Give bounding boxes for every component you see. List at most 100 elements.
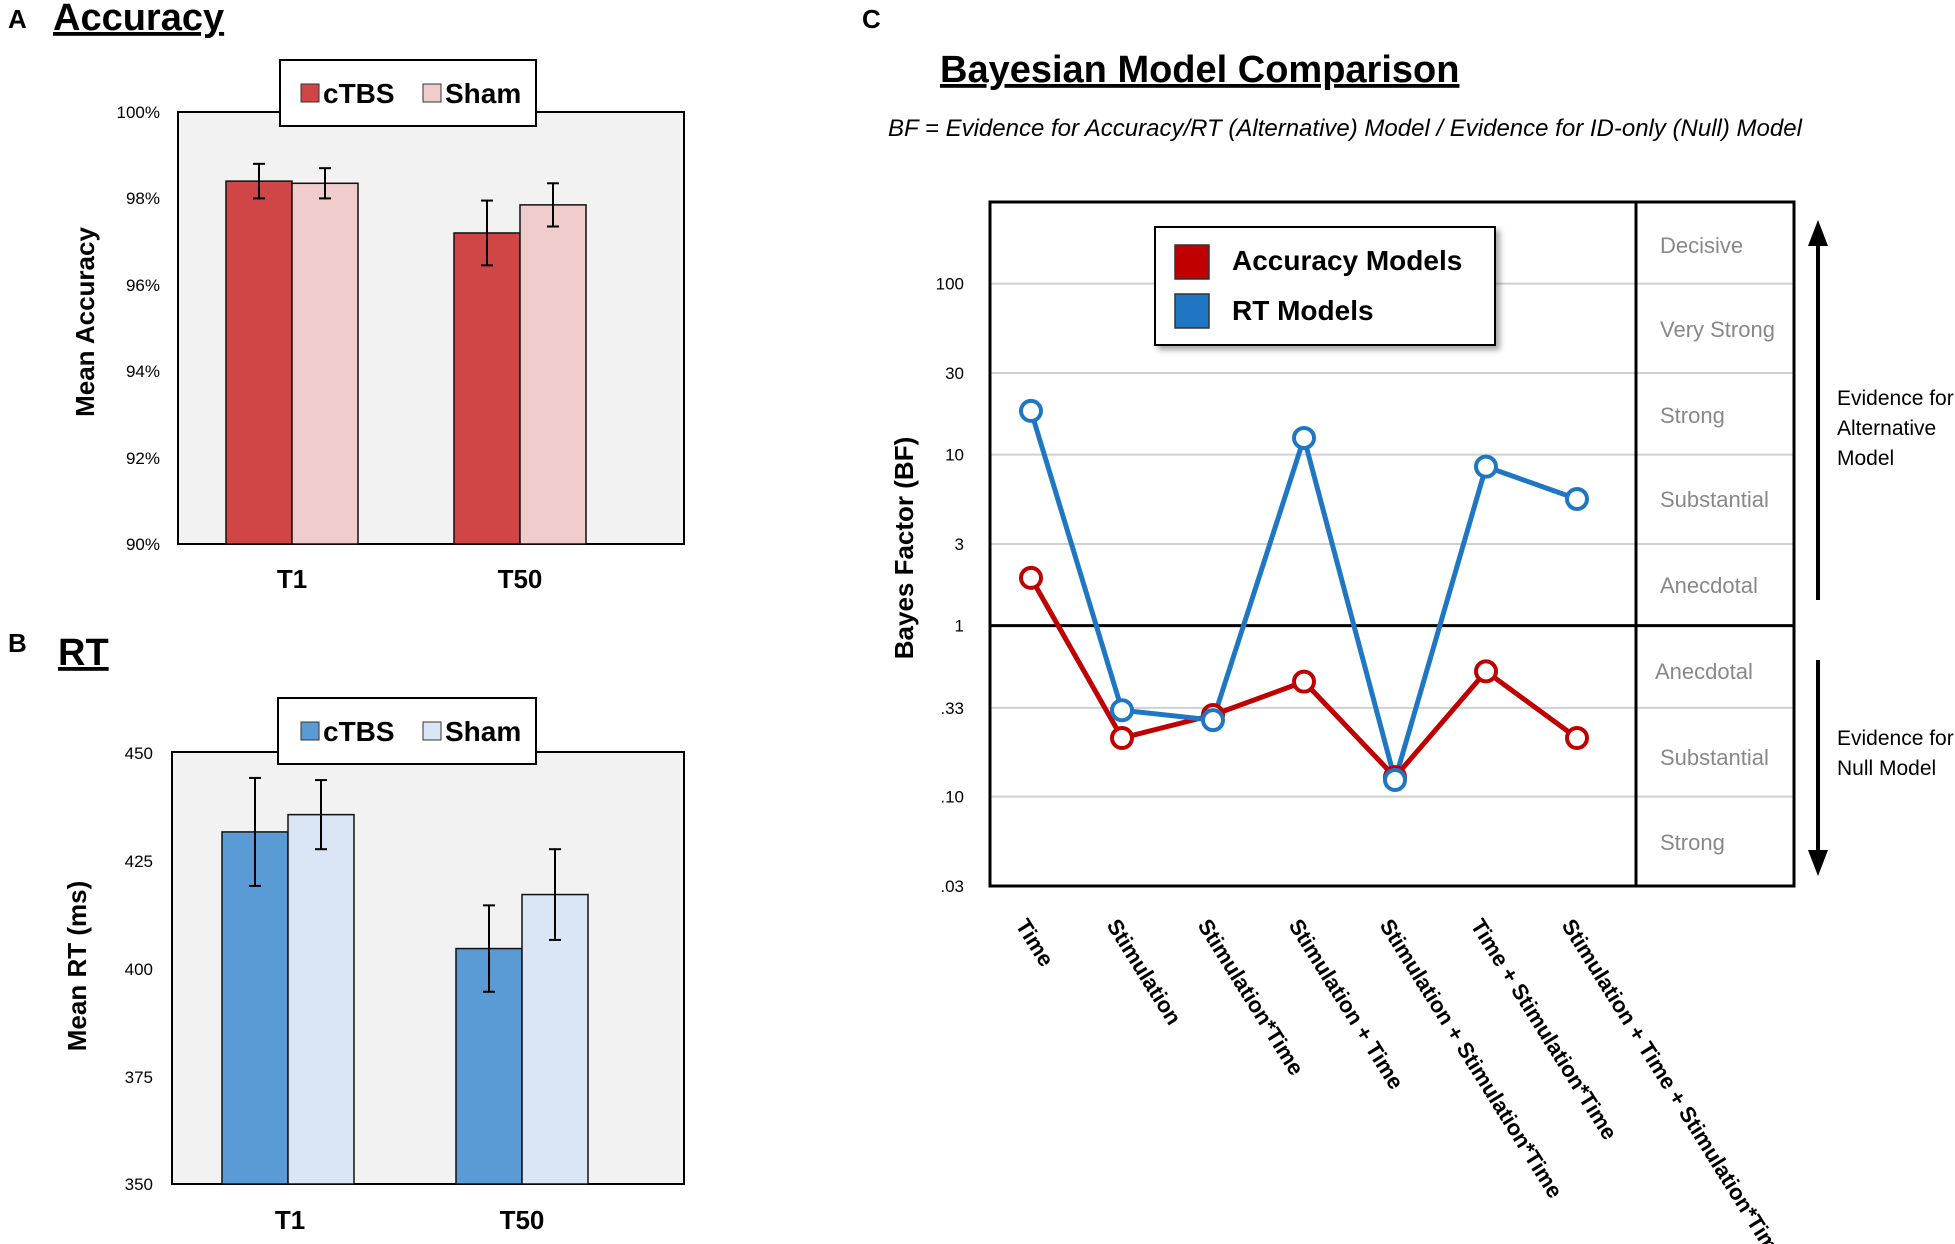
x-tick-label: T50 — [500, 1205, 545, 1235]
panel-b-y-axis-label: Mean RT (ms) — [62, 881, 92, 1051]
evidence-label: Substantial — [1660, 487, 1769, 512]
legend-swatch-ctbs — [300, 721, 320, 741]
y-tick: 1 — [955, 617, 964, 636]
panel-c-gridlines — [990, 282, 1794, 798]
y-tick: .33 — [940, 699, 964, 718]
y-tick: 10 — [945, 446, 964, 465]
data-point-rt — [1110, 698, 1134, 723]
panel-c-series — [1019, 398, 1589, 793]
legend-label-accuracy: Accuracy Models — [1232, 245, 1462, 276]
panel-a-title: Accuracy — [53, 0, 224, 39]
legend-box — [279, 59, 537, 127]
y-tick: 92% — [126, 449, 160, 468]
legend-box — [1154, 226, 1496, 346]
x-tick-label: Stimulation + Time + Stimulation*Time — [1557, 914, 1790, 1244]
evidence-label: Anecdotal — [1655, 659, 1753, 684]
legend-label-ctbs: cTBS — [323, 78, 395, 109]
legend-box — [277, 697, 537, 765]
y-tick: 90% — [126, 535, 160, 554]
x-tick-label: T1 — [277, 564, 307, 594]
side-note-alt: Alternative — [1837, 417, 1936, 440]
evidence-label: Very Strong — [1660, 317, 1775, 342]
panel-c-legend: Accuracy Models RT Models — [1154, 226, 1496, 346]
arrow-up-icon — [1808, 220, 1828, 246]
y-tick: .03 — [940, 877, 964, 896]
bar-sham-t1 — [287, 813, 355, 1185]
y-tick: 400 — [125, 960, 153, 979]
bar-ctbs-t1 — [225, 180, 293, 545]
data-point-rt — [1201, 708, 1225, 733]
panel-a-bars — [225, 162, 587, 545]
x-tick-label: Stimulation + Stimulation*Time — [1375, 914, 1568, 1202]
panel-b: B RT 450 425 400 375 350 Mean RT (ms) T1… — [8, 628, 685, 1235]
data-point-rt — [1383, 768, 1407, 793]
evidence-label: Strong — [1660, 830, 1725, 855]
evidence-arrows: Evidence for Alternative Model Evidence … — [1808, 220, 1954, 876]
x-tick-label: T1 — [275, 1205, 305, 1235]
data-point-rt — [1474, 454, 1498, 479]
legend-swatch-rt — [1174, 293, 1210, 329]
bar-sham-t50 — [519, 204, 587, 545]
y-tick: 100 — [936, 275, 964, 294]
y-tick: 98% — [126, 189, 160, 208]
data-point-accuracy — [1110, 726, 1134, 751]
x-tick-label: Time — [1011, 914, 1059, 970]
data-point-accuracy — [1565, 726, 1589, 751]
panel-b-legend: cTBS Sham — [277, 697, 537, 765]
data-point-rt — [1292, 426, 1316, 451]
legend-swatch-ctbs — [300, 83, 320, 103]
panel-b-bars — [221, 776, 589, 1185]
y-tick: .10 — [940, 788, 964, 807]
y-tick: 450 — [125, 744, 153, 763]
legend-swatch-sham — [422, 721, 442, 741]
x-tick-label: Stimulation — [1102, 914, 1187, 1029]
side-note-alt: Evidence for — [1837, 387, 1954, 410]
evidence-label: Decisive — [1660, 233, 1743, 258]
data-point-accuracy — [1474, 659, 1498, 684]
panel-c-letter: C — [862, 4, 881, 34]
legend-label-sham: Sham — [445, 78, 521, 109]
evidence-label: Substantial — [1660, 745, 1769, 770]
data-point-accuracy — [1019, 565, 1043, 590]
side-note-null: Null Model — [1837, 757, 1936, 780]
evidence-label: Strong — [1660, 403, 1725, 428]
legend-label-rt: RT Models — [1232, 295, 1374, 326]
evidence-label: Anecdotal — [1660, 573, 1758, 598]
panel-a-letter: A — [8, 4, 27, 34]
side-note-alt: Model — [1837, 447, 1894, 470]
data-point-rt — [1565, 486, 1589, 511]
panel-b-y-ticks: 450 425 400 375 350 — [125, 744, 153, 1194]
y-tick: 100% — [117, 103, 160, 122]
panel-c-y-axis-label: Bayes Factor (BF) — [889, 437, 919, 660]
panel-a-legend: cTBS Sham — [279, 59, 537, 127]
bar-sham-t1 — [291, 182, 359, 545]
panel-b-title: RT — [58, 632, 109, 674]
legend-label-ctbs: cTBS — [323, 716, 395, 747]
legend-swatch-accuracy — [1174, 244, 1210, 280]
panel-c-x-labels: Time Stimulation Stimulation*TimeStimulati… — [1011, 914, 1790, 1244]
panel-a-y-axis-label: Mean Accuracy — [70, 227, 100, 417]
y-tick: 350 — [125, 1175, 153, 1194]
panel-c-subtitle: BF = Evidence for Accuracy/RT (Alternati… — [888, 115, 1803, 142]
arrow-down-icon — [1808, 850, 1828, 876]
side-note-null: Evidence for — [1837, 727, 1954, 750]
data-point-rt — [1019, 398, 1043, 423]
data-point-accuracy — [1292, 669, 1316, 694]
panel-b-letter: B — [8, 628, 27, 658]
y-tick: 425 — [125, 852, 153, 871]
y-tick: 96% — [126, 276, 160, 295]
panel-c-y-ticks: 100 30 10 3 1 .33 .10 .03 — [936, 275, 964, 896]
panel-a: A Accuracy 100% 98% 96% 94% 92% 90% Mean… — [8, 0, 685, 594]
x-tick-label: T50 — [498, 564, 543, 594]
bar-ctbs-t50 — [453, 232, 521, 545]
y-tick: 94% — [126, 362, 160, 381]
panel-c-plot-frame — [988, 200, 1796, 888]
panel-c: C Bayesian Model Comparison BF = Evidenc… — [862, 4, 1954, 1244]
panel-a-y-ticks: 100% 98% 96% 94% 92% 90% — [117, 103, 160, 554]
y-tick: 30 — [945, 364, 964, 383]
y-tick: 375 — [125, 1068, 153, 1087]
legend-label-sham: Sham — [445, 716, 521, 747]
legend-swatch-sham — [422, 83, 442, 103]
evidence-labels: Decisive Very Strong Strong Substantial … — [1655, 233, 1775, 855]
